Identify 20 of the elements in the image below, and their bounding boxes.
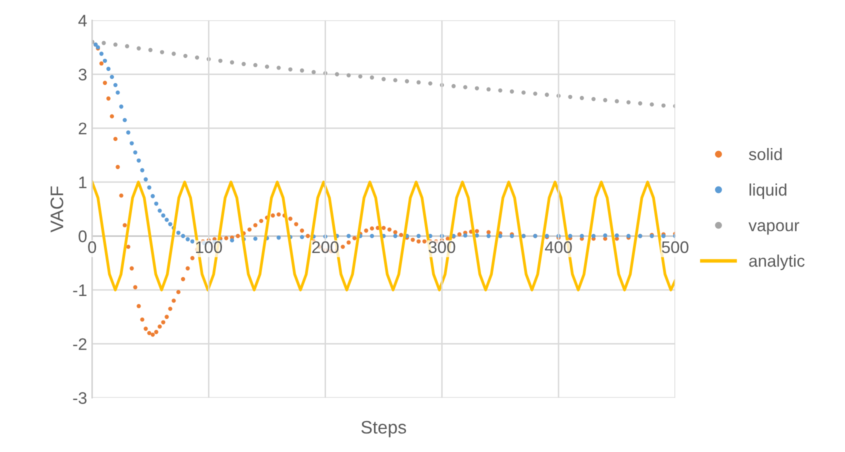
legend-label: analytic: [749, 254, 805, 270]
x-tick-label: 300: [428, 241, 456, 254]
legend-label: vapour: [748, 222, 800, 235]
x-tick-label: 0: [88, 241, 96, 254]
y-tick-label: -3: [73, 392, 87, 404]
y-tick-label: 0: [78, 230, 87, 242]
y-axis-title: VACF: [50, 186, 64, 232]
x-tick-label: 400: [545, 241, 572, 254]
x-tick-label: 100: [196, 241, 222, 254]
y-tick-label: 3: [78, 68, 87, 80]
legend-label: liquid: [750, 184, 786, 200]
legend-label: solid: [748, 148, 782, 160]
y-tick-label: -1: [73, 284, 86, 296]
x-tick-label: 200: [312, 241, 339, 254]
x-axis-title: Steps: [361, 420, 406, 438]
x-tick-label: 500: [662, 241, 688, 254]
y-tick-label: 2: [78, 122, 86, 134]
y-tick-label: -2: [73, 338, 86, 350]
y-tick-label: 4: [78, 14, 87, 26]
y-tick-label: 1: [79, 176, 86, 188]
